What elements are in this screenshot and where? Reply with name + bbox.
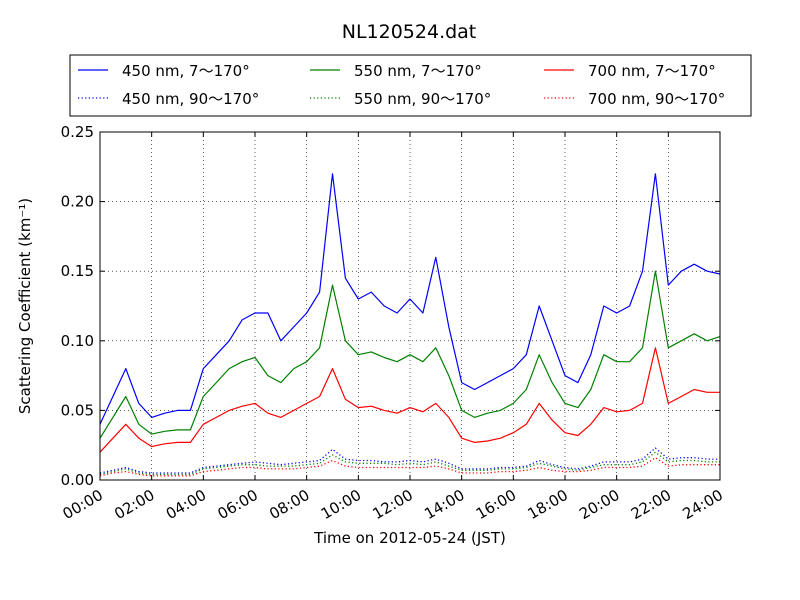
y-tick-label: 0.10	[61, 332, 94, 350]
x-tick-label: 22:00	[628, 486, 674, 523]
x-tick-label: 16:00	[473, 486, 519, 523]
x-tick-label: 12:00	[370, 486, 416, 523]
y-tick-label: 0.25	[61, 123, 94, 141]
legend-label: 550 nm, 90～170°	[354, 90, 491, 108]
series-line-1	[99, 173, 721, 425]
x-axis-label: Time on 2012-05-24 (JST)	[313, 529, 506, 547]
legend-label: 450 nm, 90～170°	[122, 90, 259, 108]
legend-label: 700 nm, 7～170°	[588, 62, 716, 80]
x-tick-label: 14:00	[421, 486, 467, 523]
series-line-6	[99, 457, 720, 477]
x-tick-label: 06:00	[215, 486, 261, 523]
x-tick-label: 18:00	[525, 486, 571, 523]
chart-title: NL120524.dat	[342, 21, 477, 43]
legend-label: 700 nm, 90～170°	[588, 90, 725, 108]
y-tick-label: 0.20	[61, 193, 94, 211]
x-tick-label: 10:00	[318, 486, 364, 523]
y-axis: 0.00 0.05 0.10 0.15 0.20 0.25	[61, 123, 720, 489]
x-tick-label: 00:00	[60, 486, 106, 523]
y-axis-label: Scattering Coefficient (km⁻¹)	[16, 198, 34, 414]
x-tick-label: 02:00	[111, 486, 157, 523]
series-line-4	[99, 447, 720, 474]
x-tick-label: 20:00	[576, 486, 622, 523]
y-tick-label: 0.05	[61, 401, 94, 419]
y-tick-label: 0.00	[61, 471, 94, 489]
legend-label: 550 nm, 7～170°	[354, 62, 482, 80]
y-tick-label: 0.15	[61, 262, 94, 280]
series-line-3	[99, 347, 720, 453]
legend-frame	[69, 54, 752, 117]
series-line-2	[99, 270, 721, 439]
series-line-5	[99, 451, 720, 476]
x-tick-label: 24:00	[680, 486, 726, 523]
legend-label: 450 nm, 7～170°	[122, 62, 250, 80]
grid	[100, 132, 720, 480]
series-layer	[99, 173, 721, 477]
x-tick-label: 04:00	[163, 486, 209, 523]
x-tick-label: 08:00	[266, 486, 312, 523]
legend: 450 nm, 7～170° 550 nm, 7～170° 700 nm, 7～17…	[69, 54, 752, 117]
